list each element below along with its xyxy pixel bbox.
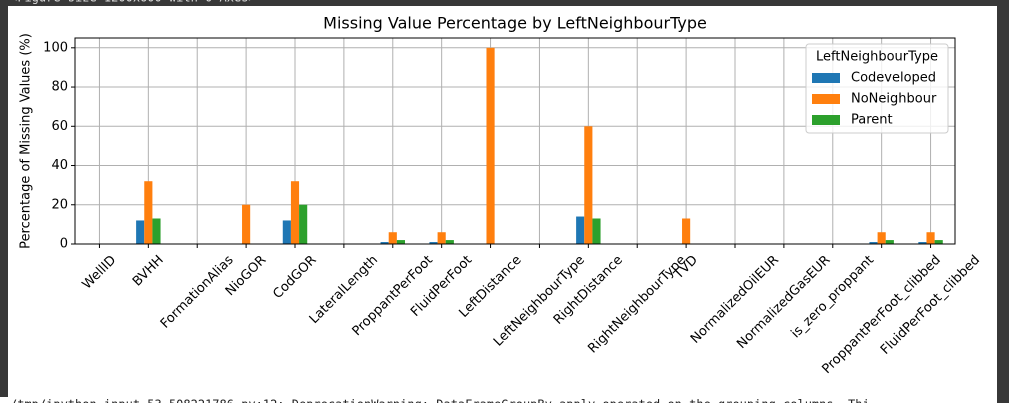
legend-swatch [812,115,840,125]
bar [396,240,405,244]
y-tick-label: 80 [51,80,68,95]
y-tick-label: 60 [51,119,68,134]
bar [682,218,691,244]
figure-repr: <Figure size 1200x600 with 0 Axes> [10,0,256,5]
bar [576,216,585,244]
bar [380,242,389,244]
legend-swatch [812,94,840,104]
bar [242,204,251,244]
bar [592,218,601,244]
legend-title: LeftNeighbourType [816,50,938,65]
y-tick-label: 100 [43,40,68,55]
warning-text: /tmp/ipython-input-53-508221786.py:12: D… [10,398,870,403]
legend-label: NoNeighbour [851,92,937,107]
bar [926,232,935,244]
bar [445,240,454,244]
bar [934,240,943,244]
legend-label: Parent [851,113,893,128]
legend-swatch [812,73,840,83]
y-tick-label: 20 [51,197,68,212]
bar [877,232,886,244]
bar [144,181,153,244]
bar [429,242,438,244]
chart-title: Missing Value Percentage by LeftNeighbou… [323,14,707,33]
bar [869,242,878,244]
output-strip [0,397,997,403]
bar [584,126,593,244]
bar [299,204,308,244]
bar [388,232,397,244]
bar [918,242,927,244]
y-tick-label: 0 [60,237,68,252]
bar [885,240,894,244]
y-axis-label: Percentage of Missing Values (%) [19,33,34,249]
bar [290,181,300,244]
bar [437,232,446,244]
bar [282,220,291,244]
legend-label: Codeveloped [851,71,936,86]
legend-box [805,43,949,134]
bar [486,47,495,244]
bar [136,220,145,244]
plot-frame [74,37,956,245]
bar [152,218,161,244]
y-tick-label: 40 [51,158,68,173]
